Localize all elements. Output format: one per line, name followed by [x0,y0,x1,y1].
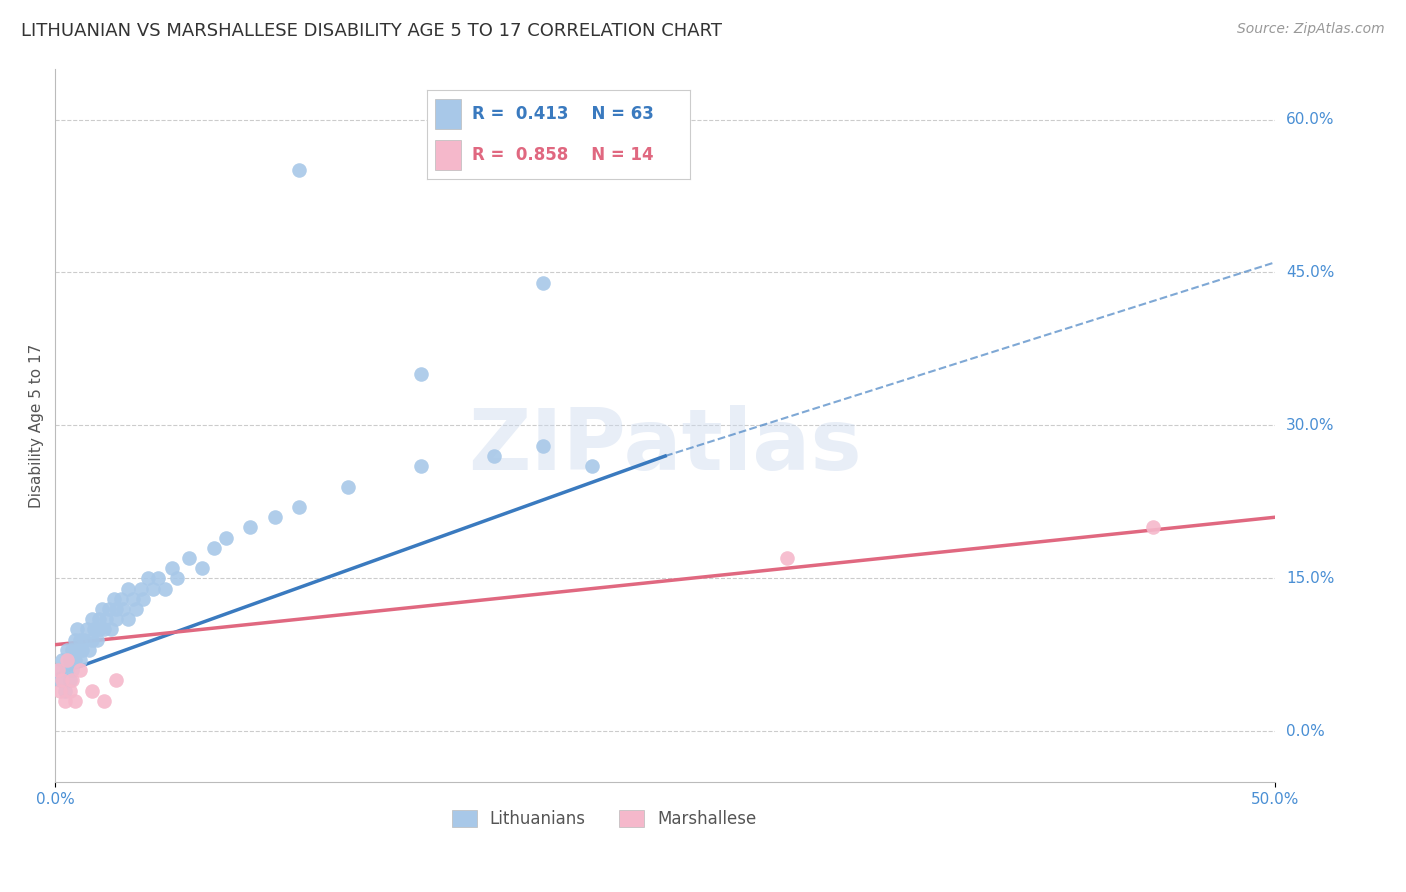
Point [105,612,128,626]
Point [80,632,103,647]
Point [60,663,83,677]
Legend: Lithuanians, Marshallese: Lithuanians, Marshallese [444,803,763,835]
Point [63,694,86,708]
Point [86,632,108,647]
Point [581,459,603,474]
Point [56,653,79,667]
Point [103,591,125,606]
Point [117,582,139,596]
Point [90,602,112,616]
Point [531,276,554,290]
Point [69,653,91,667]
Point [288,500,311,514]
Point [153,582,176,596]
Point [53,694,76,708]
Point [132,591,155,606]
Point [411,368,433,382]
Point [93,694,115,708]
Point [162,561,184,575]
Point [776,551,799,566]
Point [46,663,69,677]
Point [56,663,79,677]
Point [59,683,82,698]
Point [63,653,86,667]
Text: LITHUANIAN VS MARSHALLESE DISABILITY AGE 5 TO 17 CORRELATION CHART: LITHUANIAN VS MARSHALLESE DISABILITY AGE… [21,22,723,40]
Point [83,623,105,637]
Point [179,551,201,566]
Point [166,571,188,585]
Point [66,642,89,657]
Point [59,673,82,688]
Point [190,561,212,575]
Point [136,571,159,585]
Point [76,623,98,637]
Y-axis label: Disability Age 5 to 17: Disability Age 5 to 17 [30,343,44,508]
Point [100,623,122,637]
Point [125,602,148,616]
Text: 60.0%: 60.0% [1286,112,1334,127]
Point [49,683,72,698]
Point [105,673,128,688]
Point [484,449,506,463]
Point [202,541,225,555]
Point [51,673,73,688]
Point [105,602,128,616]
Point [60,642,83,657]
Point [263,510,285,524]
Point [122,591,145,606]
Point [97,602,120,616]
Point [53,683,76,698]
Text: 45.0%: 45.0% [1286,265,1334,280]
Text: ZIPatlas: ZIPatlas [468,405,862,488]
Point [129,582,152,596]
Point [60,673,83,688]
Point [531,439,554,453]
Point [69,632,91,647]
Point [411,459,433,474]
Point [146,571,169,585]
Point [70,642,93,657]
Point [79,642,101,657]
Point [87,623,110,637]
Point [87,612,110,626]
Point [66,623,89,637]
Text: 15.0%: 15.0% [1286,571,1334,586]
Point [46,663,69,677]
Point [117,612,139,626]
Text: 30.0%: 30.0% [1286,418,1334,433]
Point [80,683,103,698]
Point [49,673,72,688]
Point [112,602,135,616]
Point [142,582,165,596]
Point [63,632,86,647]
Point [96,612,118,626]
Point [56,642,79,657]
Point [80,612,103,626]
Point [73,632,96,647]
Point [288,163,311,178]
Point [215,531,238,545]
Point [93,623,115,637]
Point [51,653,73,667]
Point [336,480,359,494]
Point [59,653,82,667]
Text: Source: ZipAtlas.com: Source: ZipAtlas.com [1237,22,1385,37]
Point [69,663,91,677]
Point [1142,520,1164,534]
Point [239,520,262,534]
Text: 0.0%: 0.0% [1286,724,1324,739]
Point [110,591,132,606]
